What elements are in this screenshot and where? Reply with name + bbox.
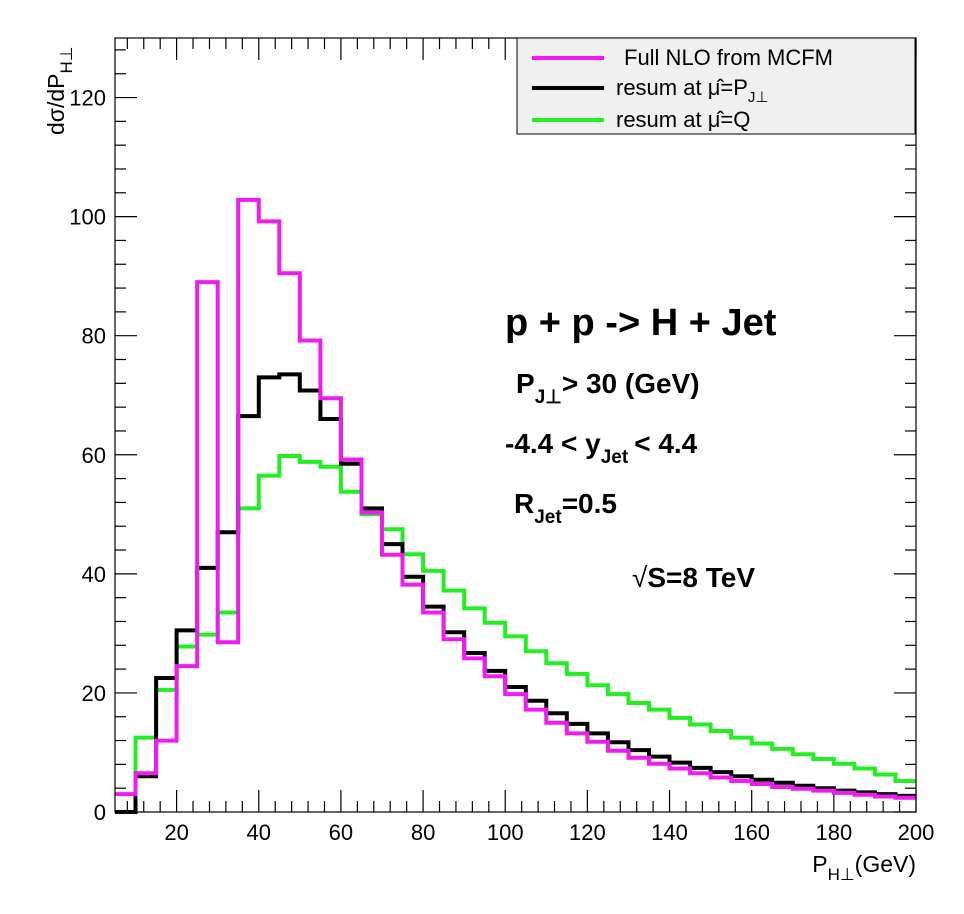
y-axis-title-sub: H⊥ <box>57 46 76 73</box>
y-tick-label: 40 <box>82 562 106 587</box>
y-tick-labels: 0 20 40 60 80 100 120 <box>69 86 106 825</box>
x-axis-title-unit: (GeV) <box>855 851 916 877</box>
jet-rapidity-cut: -4.4 < yJet < 4.4 <box>505 428 698 468</box>
x-tick-label: 80 <box>411 820 435 845</box>
y-tick-label: 0 <box>94 800 106 825</box>
x-tick-label: 140 <box>651 820 688 845</box>
jet-radius-main: R <box>514 488 534 519</box>
jet-pt-cut-sub: J⊥ <box>535 387 562 408</box>
x-tick-label: 120 <box>569 820 606 845</box>
y-tick-label: 60 <box>82 443 106 468</box>
x-tick-label: 200 <box>898 820 935 845</box>
x-axis-title: PH⊥(GeV) <box>812 851 916 884</box>
collision-energy-sqrt: √ <box>632 562 648 593</box>
series-line-full-nlo <box>115 197 916 800</box>
jet-rapidity-cut-rest: < 4.4 <box>634 428 697 459</box>
y-axis-title: dσ/dPH⊥ <box>43 46 76 135</box>
jet-pt-cut: PJ⊥> 30 (GeV) <box>516 368 700 408</box>
series-group <box>115 197 916 814</box>
axis-ticks <box>115 38 917 813</box>
legend-label-full-nlo: Full NLO from MCFM <box>624 45 833 70</box>
legend-label-resum-q: resum at μ̂=Q <box>616 107 750 132</box>
x-axis-title-sub: H⊥ <box>828 865 855 884</box>
jet-radius-sub: Jet <box>534 507 562 528</box>
legend-label-resum-pj: resum at μ̂=PJ⊥ <box>616 75 768 106</box>
annotations: p + p -> H + Jet PJ⊥> 30 (GeV) -4.4 < yJ… <box>505 302 777 593</box>
process-label: p + p -> H + Jet <box>505 302 777 344</box>
x-axis-title-main: P <box>812 851 827 877</box>
series-line-resum-q <box>115 454 916 814</box>
plot-frame <box>114 37 917 813</box>
y-axis-title-main: dσ/dP <box>43 73 69 135</box>
jet-radius-rest: =0.5 <box>562 488 617 519</box>
jet-pt-cut-rest: > 30 (GeV) <box>562 368 700 399</box>
x-tick-label: 60 <box>329 820 353 845</box>
series-line-resum-pj <box>115 372 916 814</box>
x-tick-label: 180 <box>815 820 852 845</box>
jet-rapidity-cut-main: -4.4 < y <box>505 428 601 459</box>
legend-label-resum-pj-sub: J⊥ <box>748 89 769 106</box>
jet-rapidity-cut-sub: Jet <box>601 447 629 468</box>
y-tick-label: 20 <box>82 681 106 706</box>
legend: Full NLO from MCFM resum at μ̂=PJ⊥ resum… <box>516 37 916 135</box>
y-tick-label: 80 <box>82 324 106 349</box>
jet-radius: RJet=0.5 <box>514 488 617 528</box>
y-tick-label: 100 <box>69 205 106 230</box>
x-tick-label: 20 <box>164 820 188 845</box>
x-tick-labels: 20 40 60 80 100 120 140 160 180 200 <box>164 820 934 845</box>
x-tick-label: 100 <box>487 820 524 845</box>
collision-energy: √S=8 TeV <box>632 562 755 593</box>
x-tick-label: 160 <box>733 820 770 845</box>
x-tick-label: 40 <box>247 820 271 845</box>
collision-energy-text: S=8 TeV <box>647 562 755 593</box>
y-tick-label: 120 <box>69 86 106 111</box>
jet-pt-cut-main: P <box>516 368 535 399</box>
legend-label-resum-pj-main: resum at μ̂=P <box>616 75 748 100</box>
